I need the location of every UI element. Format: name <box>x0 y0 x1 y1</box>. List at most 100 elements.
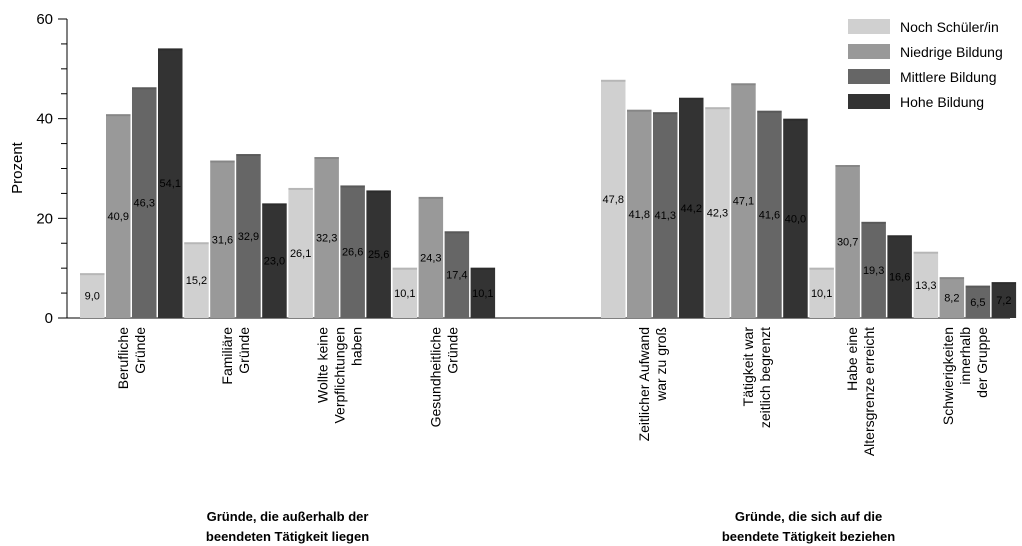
bar <box>470 267 496 318</box>
legend: Noch Schüler/in Niedrige Bildung Mittlere … <box>848 19 1003 110</box>
category-label: Zeitlicher Aufwand <box>636 327 652 441</box>
bar <box>887 235 912 318</box>
category-label: Habe eine <box>844 327 860 391</box>
data-label: 54,1 <box>160 178 181 190</box>
category-label: Verpflichtungen <box>332 327 348 424</box>
bar-top-edge <box>991 282 1017 285</box>
category-label: war zu groß <box>653 327 669 402</box>
bar <box>653 112 678 319</box>
y-tick-label: 40 <box>36 111 53 128</box>
bar-top-edge <box>236 154 261 157</box>
bar <box>418 196 444 318</box>
data-label: 40,0 <box>785 213 806 225</box>
bar-top-edge <box>809 267 834 270</box>
data-label: 47,8 <box>603 194 624 206</box>
bar <box>132 87 157 318</box>
bar <box>314 157 339 318</box>
data-label: 26,1 <box>290 248 311 260</box>
legend-label: Noch Schüler/in <box>900 19 999 35</box>
data-label: 46,3 <box>134 198 155 210</box>
data-label: 40,9 <box>108 211 129 223</box>
data-label: 47,1 <box>733 196 754 208</box>
bar-top-edge <box>783 118 808 121</box>
bar-top-edge <box>887 235 912 238</box>
bar <box>679 97 704 318</box>
bar <box>444 231 470 318</box>
data-label: 31,6 <box>212 234 233 246</box>
data-label: 7,2 <box>996 295 1011 307</box>
legend-label: Mittlere Bildung <box>900 69 997 85</box>
bar-top-edge <box>757 110 782 113</box>
bar-top-edge <box>627 109 652 112</box>
bar <box>262 203 287 318</box>
bar-top-edge <box>861 221 886 224</box>
bar-top-edge <box>965 285 991 288</box>
data-label: 10,1 <box>811 288 832 300</box>
bar <box>340 185 365 318</box>
category-label: der Gruppe <box>974 327 990 398</box>
data-label: 32,3 <box>316 233 337 245</box>
data-label: 30,7 <box>837 237 858 249</box>
bar-top-edge <box>106 114 131 117</box>
bar-top-edge <box>80 273 105 276</box>
bar <box>392 267 418 318</box>
data-label: 10,1 <box>394 288 415 300</box>
data-label: 16,6 <box>889 272 910 284</box>
bar <box>158 48 183 318</box>
bar <box>236 154 261 318</box>
bar <box>757 110 782 319</box>
category-label: Gesundheitliche <box>427 327 443 428</box>
bar <box>861 221 886 318</box>
category-labels: Berufliche Gründe Familiäre Gründe Wollte ke… <box>115 327 990 457</box>
bar-top-edge <box>184 242 209 245</box>
category-label: Berufliche <box>115 327 131 389</box>
legend-swatch <box>848 69 890 84</box>
data-label: 17,4 <box>446 270 467 282</box>
data-label: 42,3 <box>707 208 728 220</box>
category-label: haben <box>349 327 365 366</box>
data-label: 41,3 <box>655 210 676 222</box>
bar <box>783 118 808 319</box>
bar-top-edge <box>444 231 470 234</box>
legend-label: Niedrige Bildung <box>900 44 1003 60</box>
data-label: 44,2 <box>681 203 702 215</box>
bar <box>731 83 756 318</box>
data-label: 41,8 <box>629 209 650 221</box>
bar-top-edge <box>835 165 860 168</box>
bar <box>965 285 991 318</box>
bar <box>184 242 209 318</box>
data-label: 15,2 <box>186 275 207 287</box>
legend-swatch <box>848 44 890 59</box>
group-label: beendeten Tätigkeit liegen <box>206 529 369 544</box>
bar-top-edge <box>470 267 496 270</box>
category-label: Gründe <box>132 327 148 374</box>
bar <box>991 282 1017 318</box>
bar-top-edge <box>314 157 339 160</box>
bar-top-edge <box>679 97 704 100</box>
legend-swatch <box>848 94 890 109</box>
bar <box>366 190 391 318</box>
data-label: 6,5 <box>970 297 985 309</box>
legend-label: Hohe Bildung <box>900 94 984 110</box>
bar <box>601 79 626 319</box>
data-label: 41,6 <box>759 209 780 221</box>
y-tick-label: 60 <box>36 11 53 28</box>
legend-swatch <box>848 19 890 34</box>
y-tick-label: 20 <box>36 210 53 227</box>
bars <box>80 48 1017 319</box>
bar-top-edge <box>366 190 391 193</box>
group-label: Gründe, die außerhalb der <box>207 509 369 524</box>
data-label: 32,9 <box>238 231 259 243</box>
y-axis-label: Prozent <box>9 141 26 194</box>
data-label: 10,1 <box>472 288 493 300</box>
bar <box>210 160 235 318</box>
category-label: Wollte keine <box>315 327 331 403</box>
category-label: Schwierigkeiten <box>940 327 956 425</box>
bar-top-edge <box>288 187 313 190</box>
bar <box>705 107 730 318</box>
y-tick-label: 0 <box>45 310 53 327</box>
bar-top-edge <box>132 87 157 90</box>
category-label: Gründe <box>236 327 252 374</box>
data-label: 13,3 <box>915 280 936 292</box>
